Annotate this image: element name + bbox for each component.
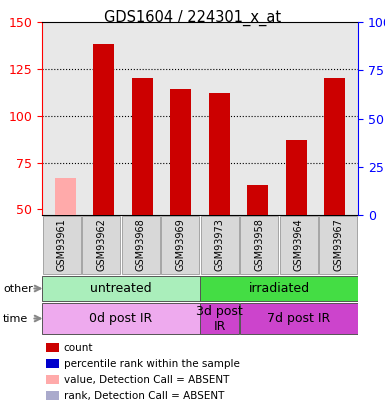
- Bar: [247, 185, 268, 215]
- Bar: [209, 93, 230, 215]
- Bar: [43, 216, 81, 274]
- Text: 0d post IR: 0d post IR: [89, 312, 152, 325]
- Bar: [55, 177, 76, 215]
- Text: time: time: [3, 313, 28, 324]
- Text: value, Detection Call = ABSENT: value, Detection Call = ABSENT: [64, 375, 229, 385]
- Bar: [240, 303, 358, 334]
- Text: GDS1604 / 224301_x_at: GDS1604 / 224301_x_at: [104, 10, 281, 26]
- Text: GSM93967: GSM93967: [333, 219, 343, 271]
- Text: irradiated: irradiated: [248, 282, 310, 295]
- Bar: [93, 45, 114, 215]
- Text: other: other: [3, 284, 33, 294]
- Bar: [161, 216, 199, 274]
- Text: 7d post IR: 7d post IR: [267, 312, 330, 325]
- Text: GSM93961: GSM93961: [57, 219, 67, 271]
- Text: rank, Detection Call = ABSENT: rank, Detection Call = ABSENT: [64, 390, 224, 401]
- Bar: [201, 303, 239, 334]
- Text: count: count: [64, 343, 93, 353]
- Text: GSM93969: GSM93969: [175, 219, 185, 271]
- Bar: [201, 216, 239, 274]
- Bar: [201, 276, 358, 301]
- Bar: [122, 216, 160, 274]
- Bar: [280, 216, 318, 274]
- Bar: [42, 303, 199, 334]
- Text: GSM93964: GSM93964: [294, 219, 304, 271]
- Text: untreated: untreated: [90, 282, 152, 295]
- Bar: [319, 216, 357, 274]
- Text: 3d post
IR: 3d post IR: [196, 305, 243, 333]
- Bar: [286, 140, 307, 215]
- Bar: [132, 78, 153, 215]
- Bar: [42, 276, 199, 301]
- Text: GSM93968: GSM93968: [136, 219, 146, 271]
- Bar: [82, 216, 120, 274]
- Text: percentile rank within the sample: percentile rank within the sample: [64, 358, 239, 369]
- Bar: [240, 216, 278, 274]
- Bar: [324, 78, 345, 215]
- Text: GSM93958: GSM93958: [254, 219, 264, 271]
- Bar: [170, 90, 191, 215]
- Text: GSM93973: GSM93973: [215, 219, 225, 271]
- Text: GSM93962: GSM93962: [96, 219, 106, 271]
